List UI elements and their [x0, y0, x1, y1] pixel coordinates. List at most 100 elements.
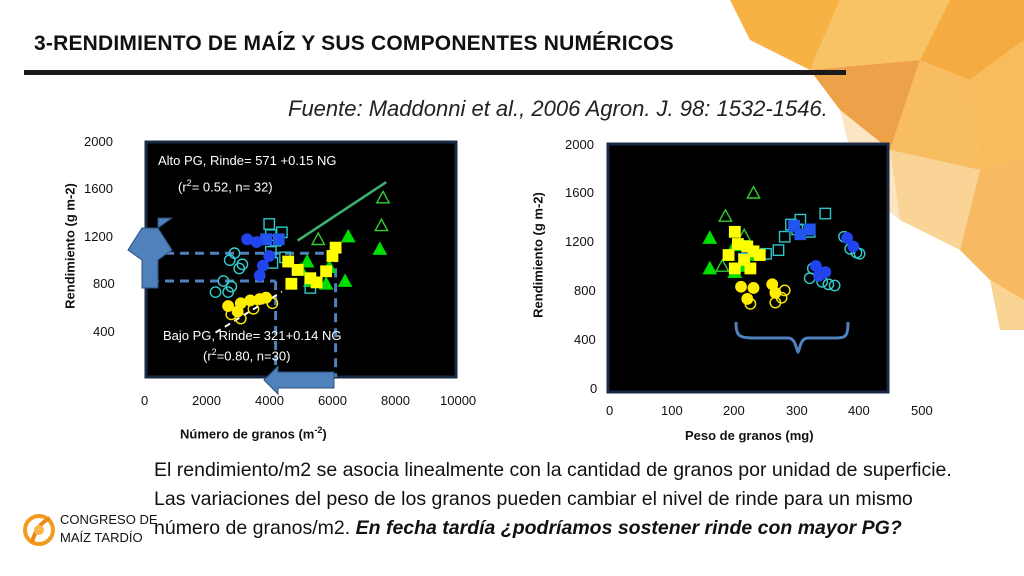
right-chart-plot — [606, 142, 890, 394]
left-x-tick: 6000 — [318, 393, 347, 408]
data-point — [746, 185, 761, 199]
right-y-axis-label: Rendimiento (g m-2) — [530, 192, 546, 318]
data-point — [329, 241, 342, 254]
data-point — [299, 253, 315, 268]
data-point — [753, 249, 766, 261]
left-y-tick: 1200 — [84, 229, 113, 244]
data-point — [233, 262, 246, 275]
data-point — [375, 189, 391, 204]
right-y-tick: 0 — [590, 381, 598, 396]
left-y-tick: 800 — [93, 276, 115, 291]
right-y-tick: 800 — [574, 283, 596, 298]
data-point — [320, 265, 333, 278]
data-point — [803, 223, 816, 236]
data-point — [263, 218, 276, 230]
low-pg-equation: Bajo PG, Rinde= 321+0.14 NG — [163, 328, 342, 343]
data-point — [702, 260, 718, 275]
right-x-tick: 400 — [848, 403, 870, 418]
data-point — [225, 308, 238, 321]
body-line-2: Las variaciones del peso de los granos p… — [154, 488, 913, 510]
data-point — [285, 277, 298, 290]
left-chart-plot — [127, 140, 458, 396]
right-y-tick: 400 — [574, 332, 596, 347]
left-x-tick: 8000 — [381, 393, 410, 408]
data-point — [788, 219, 800, 232]
body-line-3: número de granos/m2. En fecha tardía ¿po… — [154, 514, 1024, 543]
data-point — [272, 233, 285, 246]
data-point — [217, 275, 230, 287]
data-point — [282, 255, 295, 268]
left-y-tick: 400 — [93, 324, 115, 339]
data-point — [718, 208, 733, 222]
data-point — [778, 230, 791, 243]
data-point — [714, 258, 730, 272]
yield-up-arrow — [127, 217, 174, 289]
data-point — [738, 253, 751, 266]
low-pg-stats: (r2=0.80, n=30) — [203, 347, 291, 364]
body-line-3-plain: número de granos/m2. — [154, 517, 356, 539]
data-point — [209, 286, 222, 299]
data-point — [847, 240, 860, 253]
left-x-tick: 2000 — [192, 393, 221, 408]
logo-line-1: CONGRESO DE — [60, 512, 158, 527]
data-point — [253, 269, 266, 282]
data-point — [744, 297, 757, 310]
data-point — [222, 286, 235, 299]
slide-title: 3-RENDIMIENTO DE MAÍZ Y SUS COMPONENTES … — [34, 32, 674, 55]
logo-line-2: MAÍZ TARDÍO — [60, 530, 143, 545]
right-y-tick: 1600 — [565, 185, 594, 200]
right-x-tick: 300 — [786, 403, 808, 418]
data-point — [810, 260, 822, 272]
left-y-tick: 1600 — [84, 181, 113, 196]
data-point — [819, 207, 832, 220]
data-point — [744, 262, 757, 275]
data-point — [247, 302, 260, 315]
corn-logo-icon — [23, 514, 55, 546]
data-point — [775, 291, 788, 304]
regression-line-high — [296, 181, 387, 242]
data-point — [822, 278, 835, 291]
right-y-tick: 1200 — [565, 234, 594, 249]
right-x-tick: 100 — [661, 403, 683, 418]
right-y-tick: 2000 — [565, 137, 594, 152]
data-point — [266, 297, 279, 310]
weight-range-brace — [734, 321, 850, 355]
right-x-axis-label: Peso de granos (mg) — [685, 428, 814, 443]
data-point — [702, 230, 718, 244]
data-point — [828, 279, 841, 292]
data-point — [337, 273, 353, 287]
data-point — [340, 228, 356, 243]
data-point — [318, 276, 334, 290]
data-point — [735, 280, 747, 293]
data-point — [728, 225, 741, 238]
right-x-tick: 200 — [723, 403, 745, 418]
data-point — [778, 284, 791, 297]
right-x-tick: 0 — [606, 403, 614, 418]
data-point — [728, 262, 741, 275]
body-line-1: El rendimiento/m2 se asocia linealmente … — [154, 459, 952, 481]
source-citation: Fuente: Maddonni et al., 2006 Agron. J. … — [288, 96, 828, 121]
data-point — [310, 276, 323, 289]
left-x-tick: 4000 — [255, 393, 284, 408]
data-point — [225, 280, 238, 293]
high-pg-stats: (r2= 0.52, n= 32) — [178, 178, 273, 195]
left-y-tick: 2000 — [84, 134, 113, 149]
data-point — [747, 282, 760, 294]
data-point — [813, 269, 825, 282]
left-x-axis-label: Número de granos (m-2) — [180, 425, 327, 442]
data-point — [772, 244, 785, 257]
right-x-tick: 500 — [911, 403, 933, 418]
title-underline — [24, 70, 846, 75]
data-point — [372, 241, 388, 255]
data-point — [310, 231, 326, 246]
left-x-tick: 10000 — [440, 393, 477, 408]
body-text: El rendimiento/m2 se asocia linealmente … — [154, 456, 1024, 543]
grain-number-left-arrow — [263, 364, 335, 396]
data-point — [231, 305, 244, 318]
left-x-tick: 0 — [141, 393, 149, 408]
data-point — [374, 217, 389, 232]
high-pg-equation: Alto PG, Rinde= 571 +0.15 NG — [158, 153, 337, 168]
data-point — [263, 250, 276, 262]
congress-logo: CONGRESO DE MAÍZ TARDÍO — [22, 506, 158, 556]
data-point — [223, 254, 236, 267]
